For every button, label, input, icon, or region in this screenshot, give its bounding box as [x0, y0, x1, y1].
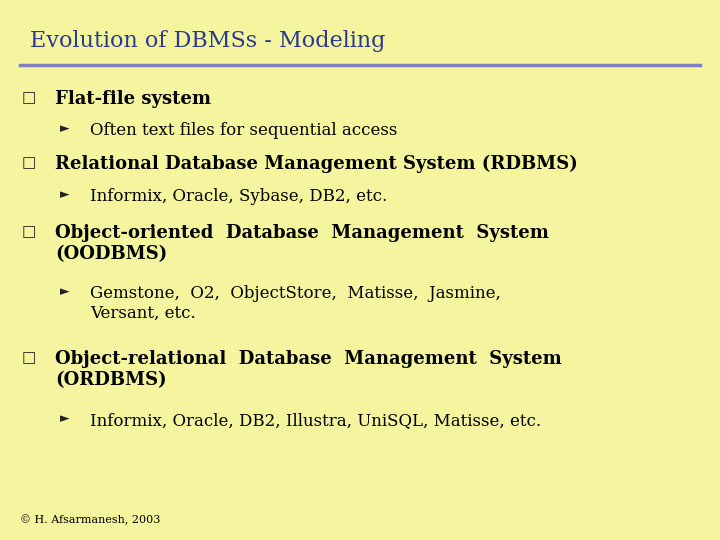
Text: Object-relational  Database  Management  System
(ORDBMS): Object-relational Database Management Sy…	[55, 350, 562, 389]
Text: Evolution of DBMSs - Modeling: Evolution of DBMSs - Modeling	[30, 30, 385, 52]
Text: □: □	[22, 90, 37, 105]
Text: □: □	[22, 155, 37, 170]
Text: ►: ►	[60, 412, 70, 425]
Text: Object-oriented  Database  Management  System
(OODBMS): Object-oriented Database Management Syst…	[55, 224, 549, 263]
Text: Flat-file system: Flat-file system	[55, 90, 211, 108]
Text: Informix, Oracle, DB2, Illustra, UniSQL, Matisse, etc.: Informix, Oracle, DB2, Illustra, UniSQL,…	[90, 412, 541, 429]
Text: Relational Database Management System (RDBMS): Relational Database Management System (R…	[55, 155, 577, 173]
Text: Gemstone,  O2,  ObjectStore,  Matisse,  Jasmine,
Versant, etc.: Gemstone, O2, ObjectStore, Matisse, Jasm…	[90, 285, 501, 322]
Text: □: □	[22, 224, 37, 239]
Text: Informix, Oracle, Sybase, DB2, etc.: Informix, Oracle, Sybase, DB2, etc.	[90, 188, 387, 205]
Text: ►: ►	[60, 285, 70, 298]
Text: Often text files for sequential access: Often text files for sequential access	[90, 122, 397, 139]
Text: □: □	[22, 350, 37, 365]
Text: ►: ►	[60, 122, 70, 135]
Text: ►: ►	[60, 188, 70, 201]
Text: © H. Afsarmanesh, 2003: © H. Afsarmanesh, 2003	[20, 515, 161, 525]
